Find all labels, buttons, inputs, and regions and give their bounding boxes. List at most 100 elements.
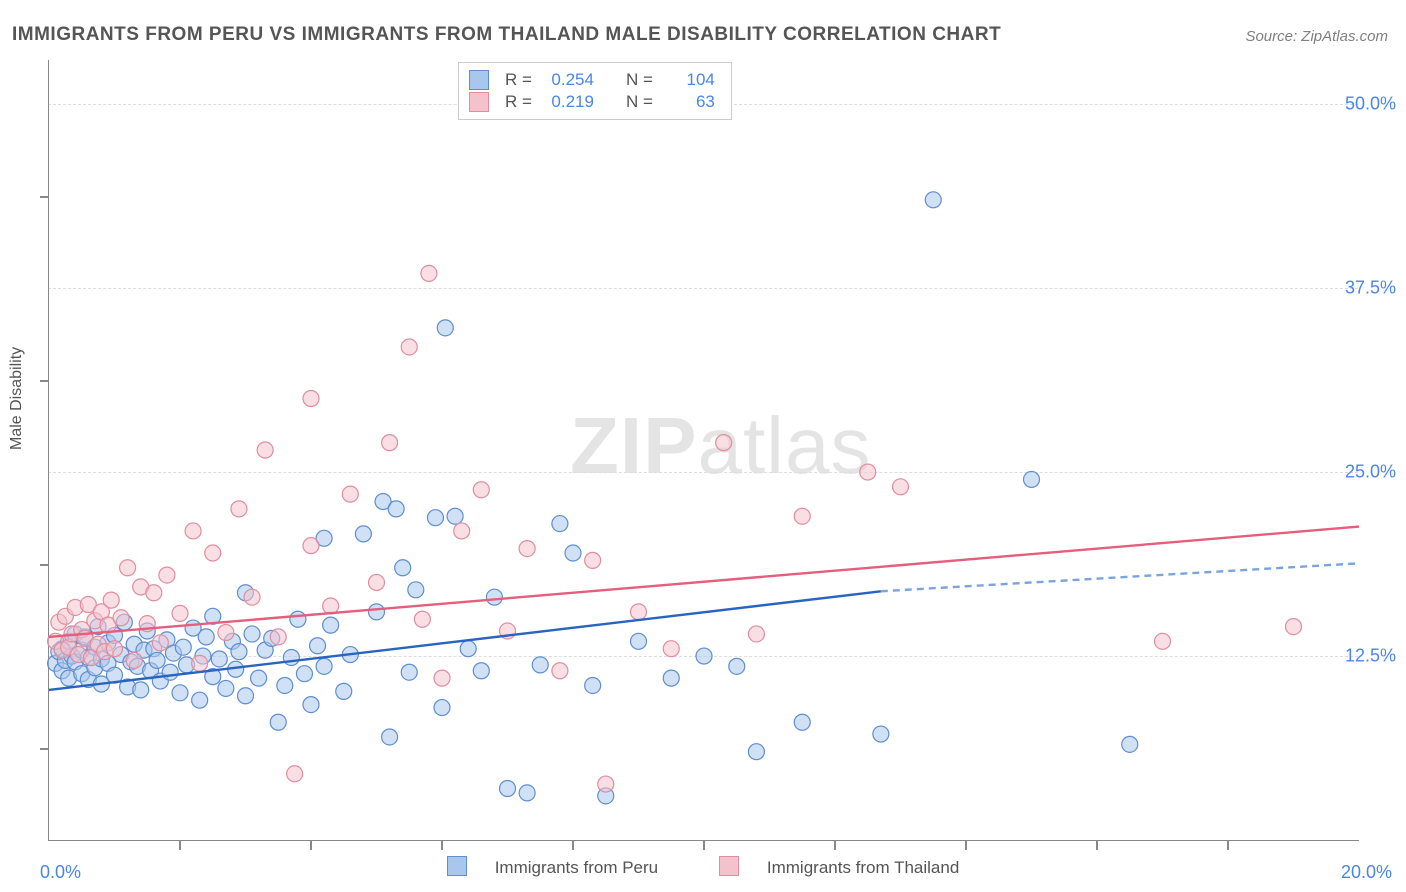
data-point: [382, 435, 398, 451]
data-point: [146, 585, 162, 601]
data-point: [598, 776, 614, 792]
data-point: [133, 682, 149, 698]
data-point: [198, 629, 214, 645]
data-point: [382, 729, 398, 745]
data-point: [408, 582, 424, 598]
data-point: [427, 510, 443, 526]
data-point: [447, 508, 463, 524]
data-point: [126, 652, 142, 668]
n-value-thailand: 63: [663, 92, 715, 112]
data-point: [277, 677, 293, 693]
data-point: [251, 670, 267, 686]
data-point: [185, 523, 201, 539]
data-point: [434, 700, 450, 716]
data-point: [585, 552, 601, 568]
r-value-thailand: 0.219: [542, 92, 594, 112]
data-point: [113, 610, 129, 626]
data-point: [414, 611, 430, 627]
data-point: [388, 501, 404, 517]
data-point: [231, 644, 247, 660]
data-point: [565, 545, 581, 561]
data-point: [257, 442, 273, 458]
data-point: [460, 641, 476, 657]
data-point: [355, 526, 371, 542]
data-point: [270, 629, 286, 645]
data-point: [794, 714, 810, 730]
data-point: [486, 589, 502, 605]
r-label: R =: [505, 92, 532, 112]
r-label: R =: [505, 70, 532, 90]
data-point: [303, 390, 319, 406]
chart-title: IMMIGRANTS FROM PERU VS IMMIGRANTS FROM …: [12, 24, 1001, 46]
data-point: [211, 651, 227, 667]
data-point: [323, 617, 339, 633]
data-point: [663, 670, 679, 686]
data-point: [473, 663, 489, 679]
data-point: [794, 508, 810, 524]
data-point: [303, 538, 319, 554]
data-point: [729, 658, 745, 674]
data-point: [152, 635, 168, 651]
legend-label-thailand: Immigrants from Thailand: [767, 858, 959, 877]
data-point: [1024, 471, 1040, 487]
data-point: [716, 435, 732, 451]
legend-swatch-thailand: [719, 856, 739, 876]
data-point: [500, 780, 516, 796]
legend-swatch-peru: [469, 70, 489, 90]
scatter-svg: [49, 60, 1359, 840]
data-point: [303, 697, 319, 713]
data-point: [519, 785, 535, 801]
data-point: [310, 638, 326, 654]
data-point: [205, 545, 221, 561]
data-point: [316, 658, 332, 674]
data-point: [238, 688, 254, 704]
data-point: [401, 339, 417, 355]
data-point: [218, 680, 234, 696]
data-point: [552, 663, 568, 679]
legend-label-peru: Immigrants from Peru: [495, 858, 658, 877]
data-point: [552, 516, 568, 532]
n-label: N =: [626, 92, 653, 112]
data-point: [696, 648, 712, 664]
data-point: [172, 685, 188, 701]
y-axis-label: Male Disability: [8, 347, 26, 450]
data-point: [192, 692, 208, 708]
data-point: [860, 464, 876, 480]
r-value-peru: 0.254: [542, 70, 594, 90]
data-point: [175, 639, 191, 655]
data-point: [585, 677, 601, 693]
legend-item-thailand: Immigrants from Thailand: [705, 858, 973, 877]
data-point: [336, 683, 352, 699]
data-point: [663, 641, 679, 657]
data-point: [244, 589, 260, 605]
stats-row-peru: R = 0.254 N = 104: [469, 70, 715, 90]
stats-legend: R = 0.254 N = 104 R = 0.219 N = 63: [458, 62, 732, 120]
data-point: [519, 541, 535, 557]
data-point: [369, 604, 385, 620]
data-point: [231, 501, 247, 517]
data-point: [925, 192, 941, 208]
data-point: [283, 650, 299, 666]
data-point: [1122, 736, 1138, 752]
data-point: [270, 714, 286, 730]
n-value-peru: 104: [663, 70, 715, 90]
data-point: [107, 641, 123, 657]
data-point: [434, 670, 450, 686]
data-point: [162, 664, 178, 680]
regression-line-extrapolated: [881, 563, 1359, 591]
data-point: [120, 560, 136, 576]
data-point: [454, 523, 470, 539]
legend-swatch-thailand: [469, 92, 489, 112]
data-point: [873, 726, 889, 742]
data-point: [342, 486, 358, 502]
data-point: [532, 657, 548, 673]
legend-swatch-peru: [447, 856, 467, 876]
source-attribution: Source: ZipAtlas.com: [1245, 28, 1388, 45]
n-label: N =: [626, 70, 653, 90]
stats-row-thailand: R = 0.219 N = 63: [469, 92, 715, 112]
data-point: [103, 592, 119, 608]
data-point: [421, 265, 437, 281]
data-point: [218, 624, 234, 640]
data-point: [296, 666, 312, 682]
data-point: [192, 655, 208, 671]
